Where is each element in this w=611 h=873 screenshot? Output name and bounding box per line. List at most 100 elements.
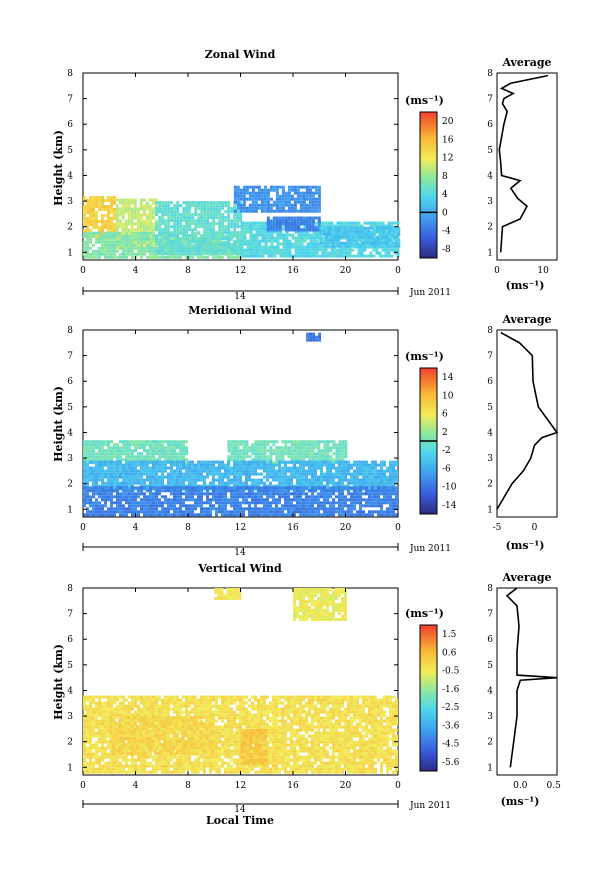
heatmap-cell (383, 478, 386, 482)
heatmap-cell (284, 489, 287, 493)
heatmap-cell (209, 698, 212, 702)
heatmap-cell (341, 466, 344, 470)
heatmap-cell (182, 481, 185, 485)
heatmap-cell (143, 481, 146, 485)
heatmap-cell (164, 228, 168, 232)
heatmap-cell (386, 492, 389, 496)
heatmap-cell (149, 443, 152, 447)
heatmap-cell (95, 252, 98, 256)
heatmap-cell (121, 210, 125, 214)
heatmap-cell (89, 443, 92, 447)
heatmap-cell (227, 458, 231, 462)
heatmap-cell (356, 472, 359, 476)
heatmap-cell (380, 484, 383, 488)
heatmap-cell (374, 481, 377, 485)
heatmap-cell (245, 486, 248, 490)
heatmap-cell (296, 507, 299, 511)
heatmap-cell (302, 446, 306, 450)
heatmap-cell (239, 197, 243, 201)
heatmap-cell (311, 185, 315, 189)
heatmap-cell (233, 222, 237, 226)
heatmap-cell (305, 504, 308, 508)
heatmap-cell (104, 243, 107, 247)
heatmap-cell (323, 455, 327, 459)
heatmap-cell (365, 492, 368, 496)
heatmap-cell (200, 213, 204, 217)
heatmap-cell (311, 222, 315, 226)
heatmap-cell (284, 484, 287, 488)
heatmap-cell (302, 458, 306, 462)
heatmap-cell (115, 213, 119, 217)
heatmap-cell (254, 466, 257, 470)
heatmap-cell (339, 224, 343, 228)
heatmap-cell (255, 248, 259, 252)
heatmap-cell (209, 225, 213, 229)
heatmap-cell (281, 222, 285, 226)
heatmap-cell (116, 443, 119, 447)
heatmap-cell (221, 463, 224, 467)
heatmap-cell (290, 185, 294, 189)
heatmap-cell (267, 236, 271, 240)
heatmap-cell (152, 455, 155, 459)
heatmap-cell (143, 695, 146, 699)
heatmap-cell (145, 228, 149, 232)
heatmap-cell (308, 495, 311, 499)
heatmap-cell (305, 472, 308, 476)
heatmap-cell (368, 498, 371, 502)
heatmap-cell (113, 487, 116, 491)
heatmap-cell (357, 248, 361, 252)
heatmap-cell (206, 207, 210, 211)
heatmap-cell (243, 227, 247, 231)
heatmap-cell (317, 443, 321, 447)
heatmap-cell (351, 254, 355, 258)
heatmap-cell (158, 484, 161, 488)
heatmap-cell (128, 492, 131, 496)
heatmap-cell (191, 513, 194, 517)
heatmap-cell (287, 475, 290, 479)
heatmap-cell (314, 446, 318, 450)
heatmap-cell (317, 458, 321, 462)
heatmap-cell (236, 194, 240, 198)
heatmap-cell (278, 486, 281, 490)
heatmap-cell (224, 484, 227, 488)
heatmap-cell (302, 455, 306, 459)
heatmap-cell (302, 197, 306, 201)
heatmap-cell (170, 240, 174, 244)
heatmap-cell (245, 455, 249, 459)
heatmap-cell (176, 510, 179, 514)
heatmap-cell (365, 481, 368, 485)
heatmap-cell (158, 443, 161, 447)
heatmap-cell (329, 446, 333, 450)
heatmap-cell (293, 513, 296, 517)
heatmap-cell (131, 484, 134, 488)
heatmap-cell (287, 209, 291, 213)
heatmap-cell (92, 455, 95, 459)
heatmap-cell (215, 213, 219, 217)
heatmap-cell (146, 489, 149, 493)
heatmap-cell (395, 498, 398, 502)
heatmap-cell (221, 481, 224, 485)
heatmap-cell (255, 239, 259, 243)
heatmap-cell (101, 492, 104, 496)
heatmap-cell (284, 481, 287, 485)
heatmap-cell (269, 504, 272, 508)
heatmap-cell (89, 701, 92, 705)
heatmap-cell (140, 469, 143, 473)
heatmap-cell (275, 492, 278, 496)
heatmap-cell (379, 238, 383, 242)
heatmap-cell (297, 254, 301, 258)
heatmap-cell (350, 501, 353, 505)
heatmap-cell (269, 449, 273, 453)
heatmap-cell (179, 213, 183, 217)
heatmap-cell (248, 191, 252, 195)
heatmap-cell (89, 698, 92, 702)
heatmap-cell (314, 206, 318, 210)
heatmap-cell (176, 213, 180, 217)
heatmap-cell (392, 489, 395, 493)
heatmap-cell (290, 501, 293, 505)
heatmap-cell (338, 501, 341, 505)
heatmap-cell (287, 484, 290, 488)
heatmap-cell (161, 489, 164, 493)
heatmap-cell (125, 481, 128, 485)
heatmap-cell (279, 248, 283, 252)
